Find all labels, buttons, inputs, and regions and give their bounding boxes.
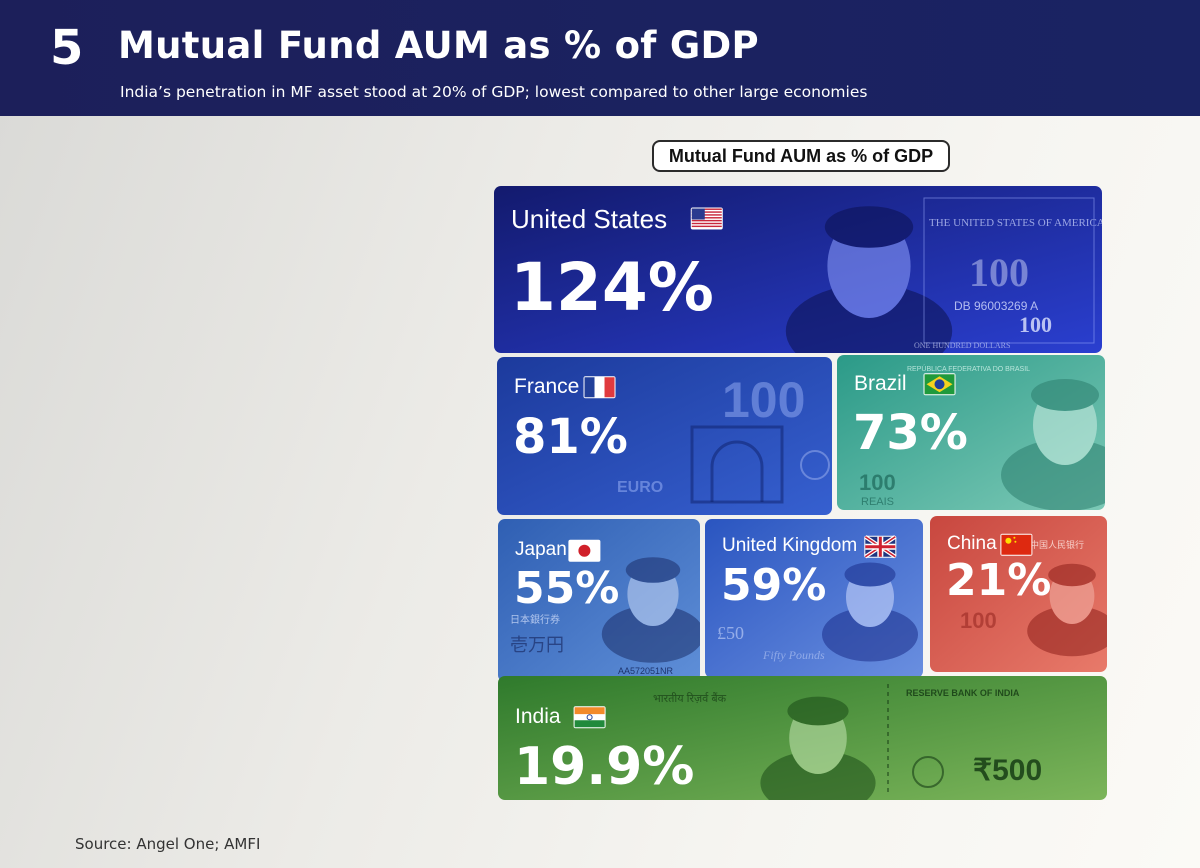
brazil-banknote-portrait	[1001, 379, 1105, 510]
japan-banknote-serial: AA572051NR	[618, 666, 674, 676]
jp-flag-icon	[568, 539, 601, 562]
value-label-brazil: 73%	[853, 405, 968, 461]
value-label-japan: 55%	[514, 563, 619, 614]
uk-banknote-portrait	[822, 562, 918, 662]
china-banknote-denom: 100	[960, 608, 997, 633]
india-banknote-header: भारतीय रिज़र्व बैंक	[653, 692, 727, 705]
uk-banknote-word: Fifty Pounds	[762, 648, 825, 662]
slide-number: 5	[50, 20, 84, 76]
tile-background-united-states	[494, 186, 1102, 353]
in-flag-icon	[573, 706, 606, 729]
chart-title: Mutual Fund AUM as % of GDP	[652, 140, 950, 172]
tile-india: भारतीय रिज़र्व बैंक RESERVE BANK OF INDIA…	[498, 676, 1107, 800]
banknote-art-france: 100 EURO	[617, 372, 830, 504]
header-bar: 5 Mutual Fund AUM as % of GDP India’s pe…	[0, 0, 1200, 116]
country-label-india: India	[515, 705, 561, 728]
brazil-banknote-word: REAIS	[861, 496, 894, 508]
banknote-art-united-kingdom: £50 Fifty Pounds	[717, 562, 918, 662]
japan-banknote-portrait	[601, 557, 700, 663]
value-label-india: 19.9%	[514, 737, 694, 797]
us-banknote-portrait	[785, 206, 953, 353]
india-banknote-denom: ₹500	[973, 754, 1042, 787]
tile-united-kingdom: £50 Fifty Pounds United Kingdom 59%	[705, 519, 923, 678]
slide-title: Mutual Fund AUM as % of GDP	[118, 24, 759, 67]
us-flag-icon	[690, 207, 723, 230]
brazil-banknote-header: REPÚBLICA FEDERATIVA DO BRASIL	[907, 364, 1030, 373]
country-label-china: China	[947, 533, 997, 554]
banknote-art-china: 中国人民银行 100	[960, 539, 1107, 657]
slide-subtitle: India’s penetration in MF asset stood at…	[120, 83, 868, 101]
euro-banknote-word: EURO	[617, 479, 663, 496]
source-note: Source: Angel One; AMFI	[75, 835, 261, 853]
india-banknote-portrait	[760, 696, 876, 800]
japan-banknote-amount: 壱万円	[510, 635, 564, 655]
country-label-france: France	[514, 375, 579, 398]
tile-background-france	[497, 357, 832, 515]
brazil-banknote-denom: 100	[859, 470, 896, 495]
china-banknote-header: 中国人民银行	[1030, 539, 1084, 550]
euro-banknote-denom: 100	[722, 372, 805, 428]
tile-france: 100 EURO France 81%	[497, 357, 832, 515]
uk-flag-icon	[864, 535, 897, 559]
value-label-china: 21%	[946, 555, 1051, 606]
value-label-united-states: 124%	[510, 249, 714, 326]
fr-flag-icon	[583, 376, 616, 399]
country-label-united-kingdom: United Kingdom	[722, 535, 857, 556]
br-flag-icon	[923, 373, 956, 396]
us-banknote-denom: 100	[969, 250, 1029, 295]
country-label-brazil: Brazil	[854, 372, 907, 395]
cn-flag-icon	[1000, 533, 1033, 556]
us-banknote-serial: DB 96003269 A	[954, 299, 1038, 313]
japan-banknote-text: 日本銀行券	[510, 613, 560, 626]
value-label-france: 81%	[513, 409, 628, 465]
us-banknote-header: THE UNITED STATES OF AMERICA	[929, 217, 1105, 229]
country-label-united-states: United States	[511, 204, 667, 234]
us-banknote-footer: ONE HUNDRED DOLLARS	[914, 341, 1010, 350]
us-banknote-corner-denom: 100	[1019, 312, 1052, 337]
uk-banknote-denom: £50	[717, 623, 744, 643]
india-banknote-bank: RESERVE BANK OF INDIA	[906, 688, 1020, 698]
value-label-united-kingdom: 59%	[721, 560, 826, 611]
banknote-art-india: भारतीय रिज़र्व बैंक RESERVE BANK OF INDIA…	[653, 684, 1042, 800]
china-banknote-portrait	[1027, 563, 1107, 657]
country-label-japan: Japan	[515, 539, 567, 560]
